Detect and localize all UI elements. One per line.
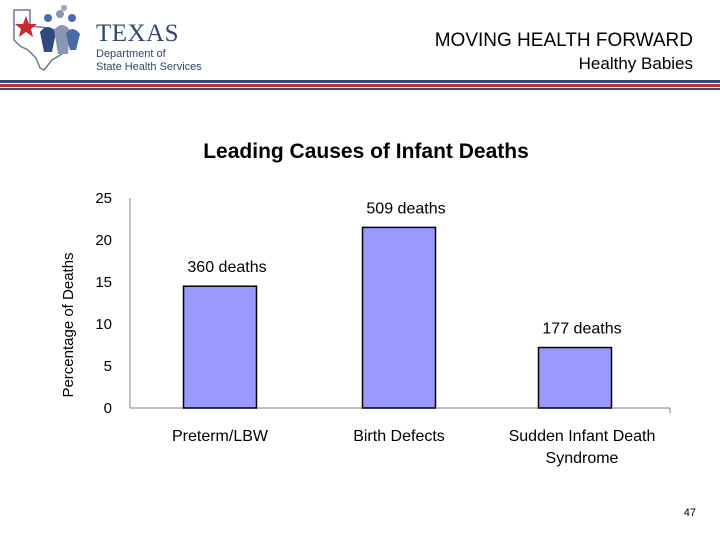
header-rule-blue-top: [0, 80, 720, 83]
logo-word: TEXAS: [96, 20, 180, 47]
y-tick-label: 0: [104, 400, 112, 417]
chart-title: Leading Causes of Infant Deaths: [203, 140, 529, 163]
header-rule-red: [0, 84, 720, 87]
header-rule-blue-bottom: [0, 88, 720, 90]
x-tick-label: Sudden Infant Death: [509, 428, 656, 445]
x-tick-label: Preterm/LBW: [172, 428, 269, 445]
bar: [537, 346, 613, 409]
bar: [361, 226, 437, 409]
data-label: 360 deaths: [187, 259, 266, 276]
data-label: 509 deaths: [366, 200, 445, 217]
slide-header-subtitle: Healthy Babies: [578, 54, 693, 73]
y-tick-label: 25: [95, 190, 112, 207]
bar: [182, 285, 258, 409]
texas-logo-icon: [13, 5, 80, 71]
dshs-logo: TEXAS Department of State Health Service…: [8, 4, 218, 74]
y-tick-label: 15: [95, 274, 112, 291]
y-tick-label: 5: [104, 358, 112, 375]
x-tick-label: Birth Defects: [353, 428, 445, 445]
data-label: 177 deaths: [542, 321, 621, 338]
y-tick-label: 10: [95, 316, 112, 333]
y-axis-label: Percentage of Deaths: [60, 252, 77, 397]
logo-agency-line: State Health Services: [96, 61, 202, 73]
slide-header-title: MOVING HEALTH FORWARD: [434, 30, 693, 51]
x-tick-label: Syndrome: [546, 450, 619, 467]
logo-department-line: Department of: [96, 48, 166, 60]
y-tick-label: 20: [95, 232, 112, 249]
page-number: 47: [683, 507, 696, 519]
